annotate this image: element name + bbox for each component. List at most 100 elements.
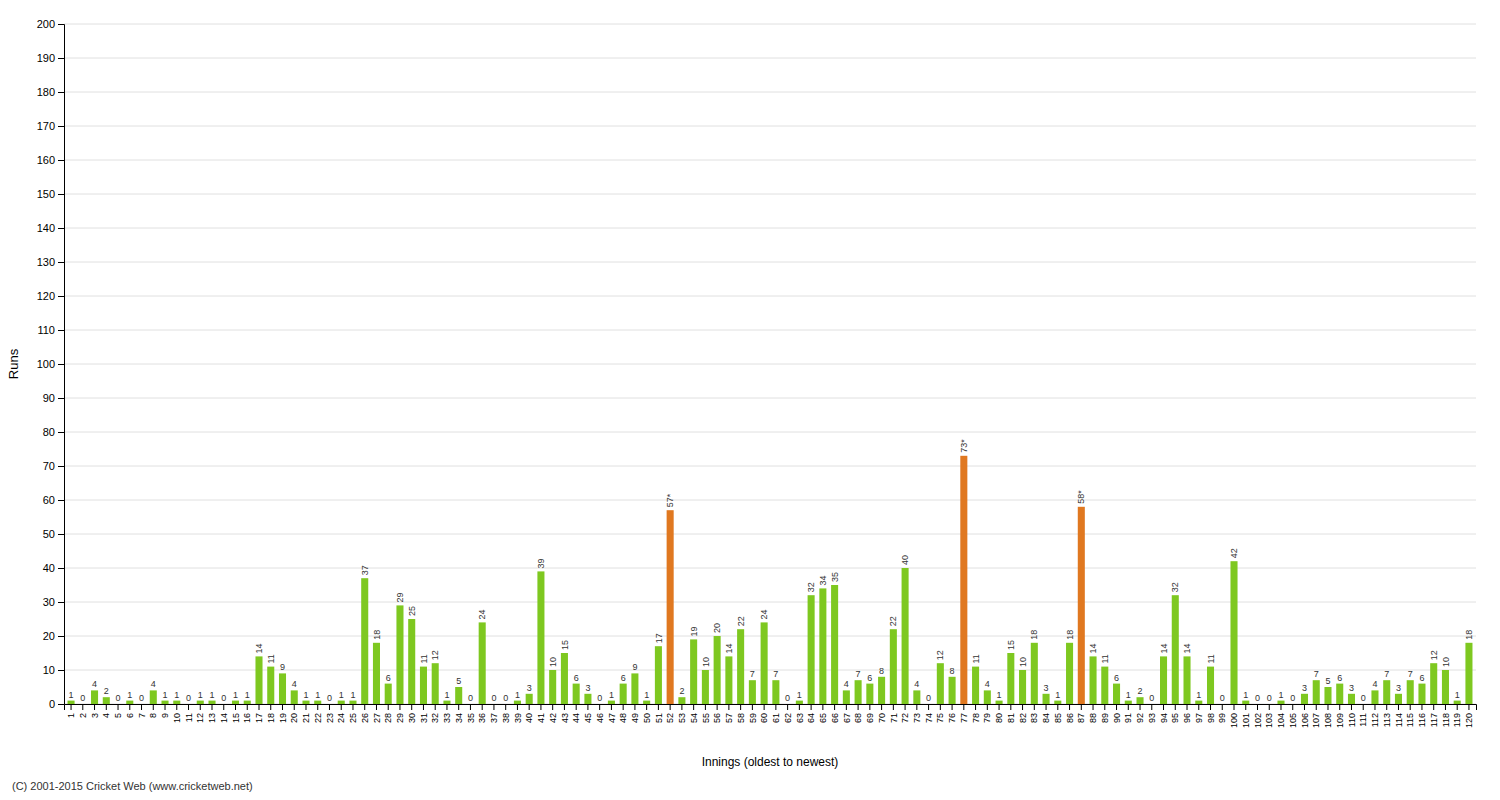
tick-mark	[1116, 704, 1117, 710]
tick: 2	[78, 704, 88, 718]
tick-label: 64	[806, 713, 816, 723]
tick-label: 50	[43, 528, 55, 540]
tick-mark	[423, 704, 424, 710]
data-label: 1	[1126, 690, 1131, 700]
tick: 57	[724, 704, 734, 723]
tick: 160	[37, 154, 64, 166]
tick-mark	[1421, 704, 1422, 710]
tick-label: 119	[1452, 713, 1462, 727]
tick-label: 31	[419, 713, 429, 723]
bar	[702, 670, 709, 704]
tick-label: 107	[1311, 713, 1321, 728]
tick-label: 55	[701, 713, 711, 723]
grid-line	[64, 330, 1476, 331]
tick-label: 77	[959, 713, 969, 723]
data-label: 12	[1429, 650, 1439, 660]
bar	[1019, 670, 1026, 704]
bar	[385, 684, 392, 704]
tick-mark	[834, 704, 835, 710]
tick-mark	[552, 704, 553, 710]
tick: 78	[971, 704, 981, 723]
data-label: 4	[92, 679, 97, 689]
tick: 44	[571, 704, 581, 723]
tick: 190	[37, 52, 64, 64]
grid-line	[64, 228, 1476, 229]
tick: 61	[771, 704, 781, 723]
bar	[373, 643, 380, 704]
tick: 11	[184, 704, 194, 722]
data-label: 1	[127, 690, 132, 700]
tick-label: 103	[1264, 713, 1274, 728]
tick-mark	[58, 92, 64, 93]
tick: 42	[548, 704, 558, 723]
axis-line	[65, 705, 1477, 711]
tick-label: 11	[184, 713, 194, 722]
bar	[902, 568, 909, 704]
data-label: 7	[1408, 669, 1413, 679]
tick-mark	[376, 704, 377, 710]
tick-mark	[58, 534, 64, 535]
tick-mark	[294, 704, 295, 710]
tick-label: 78	[971, 713, 981, 723]
tick-mark	[928, 704, 929, 710]
tick-mark	[764, 704, 765, 710]
tick-label: 86	[1065, 713, 1075, 723]
tick-label: 80	[43, 426, 55, 438]
tick-label: 6	[125, 713, 135, 718]
tick: 73	[912, 704, 922, 723]
grid-line	[64, 160, 1476, 161]
grid-line	[64, 58, 1476, 59]
bar	[573, 684, 580, 704]
tick-label: 35	[466, 713, 476, 723]
tick-label: 5	[113, 713, 123, 718]
tick: 170	[37, 120, 64, 132]
data-label: 9	[632, 662, 637, 672]
tick-label: 21	[301, 713, 311, 723]
tick-label: 26	[360, 713, 370, 723]
tick: 28	[383, 704, 393, 723]
bar	[714, 636, 721, 704]
tick-label: 115	[1405, 713, 1415, 727]
grid-line	[64, 262, 1476, 263]
tick-mark	[705, 704, 706, 710]
tick-mark	[1468, 704, 1469, 710]
tick-mark	[975, 704, 976, 710]
bar	[1465, 643, 1472, 704]
data-label: 1	[210, 690, 215, 700]
tick: 10	[43, 664, 64, 676]
data-label: 58*	[1076, 490, 1086, 504]
data-label: 1	[797, 690, 802, 700]
tick-label: 170	[37, 120, 55, 132]
tick-mark	[58, 704, 64, 705]
grid-line	[64, 534, 1476, 535]
tick: 119	[1452, 704, 1462, 727]
tick-mark	[599, 704, 600, 710]
bar	[749, 680, 756, 704]
tick-mark	[305, 704, 306, 710]
tick: 94	[1159, 704, 1169, 723]
data-label: 73*	[959, 439, 969, 453]
bar	[349, 701, 356, 704]
data-label: 5	[1325, 676, 1330, 686]
tick-label: 98	[1206, 713, 1216, 723]
tick: 32	[430, 704, 440, 723]
bar	[338, 701, 345, 704]
tick-label: 94	[1159, 713, 1169, 723]
data-label: 29	[395, 592, 405, 602]
tick-label: 50	[642, 713, 652, 723]
data-label: 6	[621, 673, 626, 683]
tick: 70	[877, 704, 887, 723]
tick: 84	[1041, 704, 1051, 723]
tick-label: 65	[818, 713, 828, 723]
bar	[819, 588, 826, 704]
tick-label: 8	[148, 713, 158, 718]
bar	[420, 667, 427, 704]
bar	[103, 697, 110, 704]
grid-line	[64, 398, 1476, 399]
tick: 66	[830, 704, 840, 723]
tick-label: 69	[865, 713, 875, 723]
tick-mark	[165, 704, 166, 710]
bar	[220, 704, 227, 705]
tick: 103	[1264, 704, 1274, 728]
tick-mark	[1339, 704, 1340, 710]
